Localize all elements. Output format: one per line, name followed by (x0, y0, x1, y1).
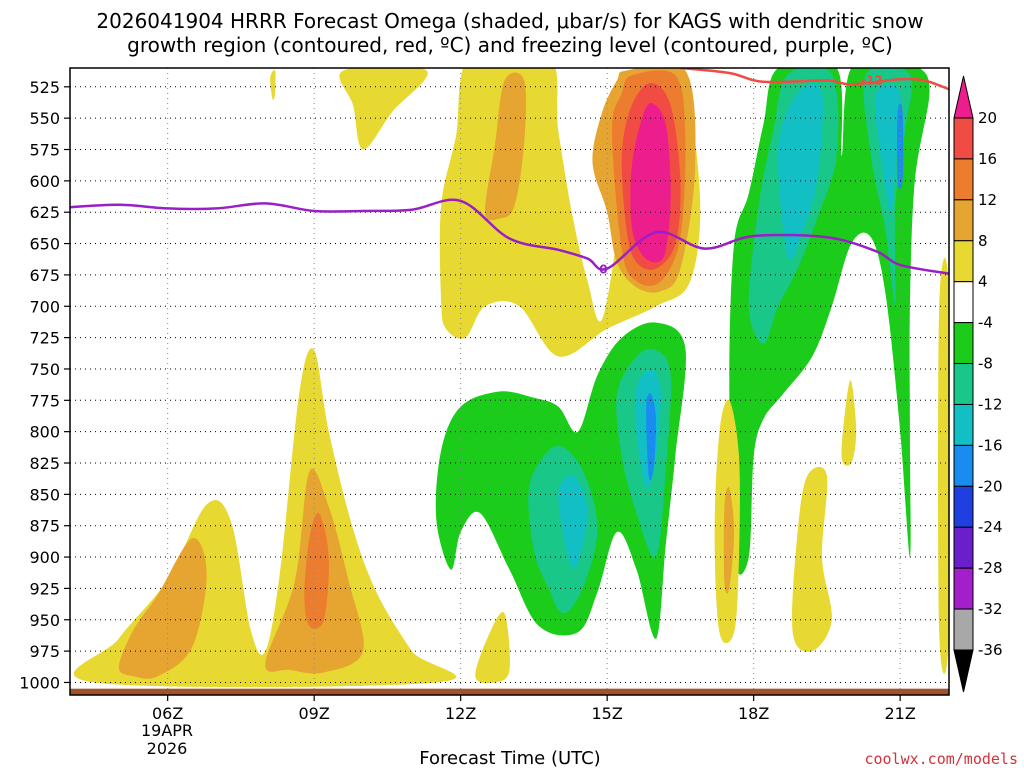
y-tick-label: 700 (29, 297, 60, 316)
y-tick-label: 975 (29, 642, 60, 661)
y-tick-label: 900 (29, 548, 60, 567)
colorbar-band (953, 117, 974, 160)
colorbar-band (953, 403, 974, 446)
x-tick-label: 12Z (445, 704, 476, 723)
omega-region-10 (630, 103, 671, 263)
omega-region-24 (723, 486, 735, 594)
colorbar-band (953, 526, 974, 569)
plot-frame (69, 67, 950, 696)
omega-region-28 (270, 69, 276, 101)
omega-region-13 (558, 475, 588, 568)
omega-region-30 (938, 258, 949, 674)
colorbar-band (953, 281, 974, 324)
y-tick-label: 775 (29, 391, 60, 410)
omega-region-20 (777, 83, 824, 260)
y-tick-label: 650 (29, 235, 60, 254)
colorbar-band-top (953, 75, 974, 119)
dgz-isotherm-label: -12 (861, 74, 883, 88)
y-tick-label: 825 (29, 454, 60, 473)
colorbar-band (953, 567, 974, 610)
colorbar-band (953, 199, 974, 242)
colorbar-tick-label: 8 (978, 232, 988, 250)
y-tick-label: 600 (29, 172, 60, 191)
colorbar-band (953, 485, 974, 528)
y-tick-label: 750 (29, 360, 60, 379)
y-tick-label: 550 (29, 109, 60, 128)
colorbar-tick-label: 16 (978, 150, 997, 168)
y-tick-label: 850 (29, 485, 60, 504)
freezing-level-label: 0 (599, 263, 607, 277)
x-tick-label: 06Z (152, 704, 183, 723)
colorbar-band-bottom (953, 649, 974, 693)
omega-region-25 (792, 466, 832, 652)
x-tick-label: 09Z (299, 704, 330, 723)
colorbar-tick-label: -32 (978, 600, 1003, 618)
omega-region-29 (339, 68, 428, 150)
colorbar-tick-label: -24 (978, 518, 1003, 536)
plot-area: -12 0 (69, 67, 950, 696)
colorbar-tick-label: 4 (978, 273, 988, 291)
ground-surface (70, 688, 949, 695)
omega-region-26 (841, 380, 857, 466)
y-tick-label: 725 (29, 329, 60, 348)
y-tick-label: 925 (29, 579, 60, 598)
y-tick-label: 875 (29, 517, 60, 536)
chart-title-line-2: growth region (contoured, red, ºC) and f… (127, 33, 893, 57)
omega-region-6 (485, 72, 527, 221)
colorbar-band (953, 363, 974, 405)
colorbar-tick-label: -8 (978, 355, 993, 373)
colorbar: 20 16 12 8 4 -4 -8 -12 -16 -20 -24 -28 -32 -36 (953, 75, 1003, 693)
y-tick-label: 1000 (19, 673, 60, 692)
date-label-year: 2026 (147, 739, 188, 758)
colorbar-band (953, 444, 974, 487)
colorbar-tick-label: -16 (978, 436, 1003, 454)
omega-region-4 (304, 512, 329, 629)
y-tick-label: 675 (29, 266, 60, 285)
chart-title-line-1: 2026041904 HRRR Forecast Omega (shaded, … (96, 9, 923, 33)
site-credit: coolwx.com/models (864, 750, 1018, 768)
colorbar-tick-label: 12 (978, 191, 997, 209)
colorbar-tick-label: 20 (978, 109, 997, 127)
x-tick-label: 15Z (592, 704, 623, 723)
omega-region-2 (118, 537, 207, 679)
x-axis-title: Forecast Time (UTC) (419, 748, 600, 768)
freezing-level-line (70, 198, 949, 275)
x-tick-label: 21Z (885, 704, 916, 723)
y-tick-label: 800 (29, 423, 60, 442)
y-tick-label: 525 (29, 78, 60, 97)
colorbar-tick-label: -20 (978, 477, 1003, 495)
y-tick-label: 950 (29, 611, 60, 630)
omega-region-27 (475, 611, 510, 684)
colorbar-band (953, 608, 974, 651)
y-tick-label: 575 (29, 141, 60, 160)
colorbar-tick-label: -12 (978, 395, 1003, 413)
dgz-isotherm-line (680, 68, 949, 91)
y-tick-label: 625 (29, 203, 60, 222)
colorbar-tick-label: -36 (978, 641, 1003, 659)
omega-region-21 (874, 84, 902, 213)
date-label-day: 19APR (141, 721, 193, 740)
x-tick-label: 18Z (738, 704, 769, 723)
x-axis-ticks: 06Z 09Z 12Z 15Z 18Z 21Z (152, 695, 916, 723)
colorbar-tick-label: -28 (978, 559, 1003, 577)
colorbar-band (953, 158, 974, 201)
omega-region-16 (646, 393, 657, 481)
y-axis-ticks: 525 550 575 600 625 650 675 700 725 750 775 800 825 8… (19, 78, 70, 692)
colorbar-band (953, 240, 974, 283)
colorbar-band (953, 322, 974, 365)
omega-region-22 (897, 103, 904, 190)
colorbar-tick-label: -4 (978, 314, 993, 332)
